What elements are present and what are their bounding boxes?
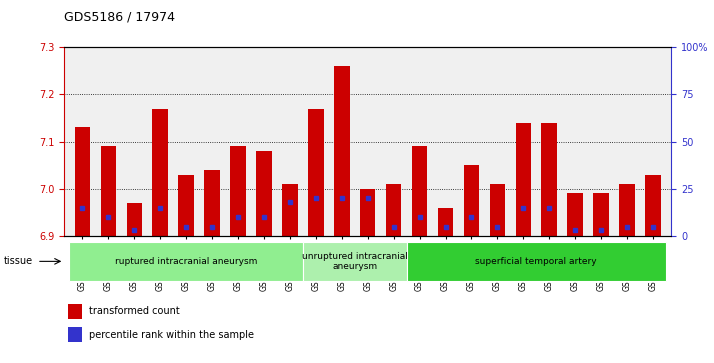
Bar xyxy=(386,184,401,236)
Bar xyxy=(230,146,246,236)
Bar xyxy=(438,208,453,236)
Bar xyxy=(541,123,557,236)
Text: superficial temporal artery: superficial temporal artery xyxy=(476,257,597,266)
Bar xyxy=(153,109,168,236)
Bar xyxy=(308,109,323,236)
Bar xyxy=(463,165,479,236)
Bar xyxy=(256,151,272,236)
Bar xyxy=(619,184,635,236)
Bar xyxy=(516,123,531,236)
Bar xyxy=(303,242,406,281)
Bar xyxy=(126,203,142,236)
Bar xyxy=(68,327,82,342)
Text: tissue: tissue xyxy=(4,256,33,266)
Text: transformed count: transformed count xyxy=(89,306,180,317)
Bar xyxy=(282,184,298,236)
Text: ruptured intracranial aneurysm: ruptured intracranial aneurysm xyxy=(115,257,257,266)
Bar xyxy=(204,170,220,236)
Text: unruptured intracranial
aneurysm: unruptured intracranial aneurysm xyxy=(302,252,408,271)
Bar xyxy=(75,127,90,236)
Bar xyxy=(178,175,194,236)
Bar xyxy=(593,193,609,236)
Text: GDS5186 / 17974: GDS5186 / 17974 xyxy=(64,11,175,24)
Bar xyxy=(645,175,660,236)
Bar xyxy=(334,66,350,236)
Bar xyxy=(69,242,303,281)
Bar xyxy=(490,184,506,236)
Text: percentile rank within the sample: percentile rank within the sample xyxy=(89,330,254,340)
Bar xyxy=(568,193,583,236)
Bar xyxy=(360,189,376,236)
Bar xyxy=(101,146,116,236)
Bar xyxy=(412,146,428,236)
Bar xyxy=(406,242,666,281)
Bar xyxy=(68,304,82,319)
